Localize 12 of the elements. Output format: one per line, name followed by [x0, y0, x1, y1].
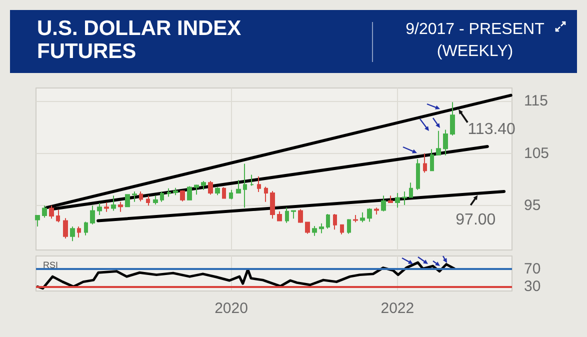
- chart-subtitle: 9/2017 - PRESENT (WEEKLY): [404, 20, 546, 62]
- y-tick-label: 105: [524, 144, 550, 162]
- y-tick-label: 95: [524, 197, 541, 214]
- x-tick-label: 2022: [380, 300, 414, 317]
- y-tick-label: 70: [524, 260, 541, 278]
- annotation: 97.00: [456, 212, 496, 229]
- chart-title: U.S. DOLLAR INDEX FUTURES: [37, 17, 242, 63]
- y-tick-label: 115: [524, 92, 548, 110]
- y-tick-label: 30: [524, 278, 541, 296]
- annotation: 113.40: [468, 120, 516, 138]
- text: RSI: [43, 260, 58, 270]
- x-tick-label: 2020: [214, 300, 248, 317]
